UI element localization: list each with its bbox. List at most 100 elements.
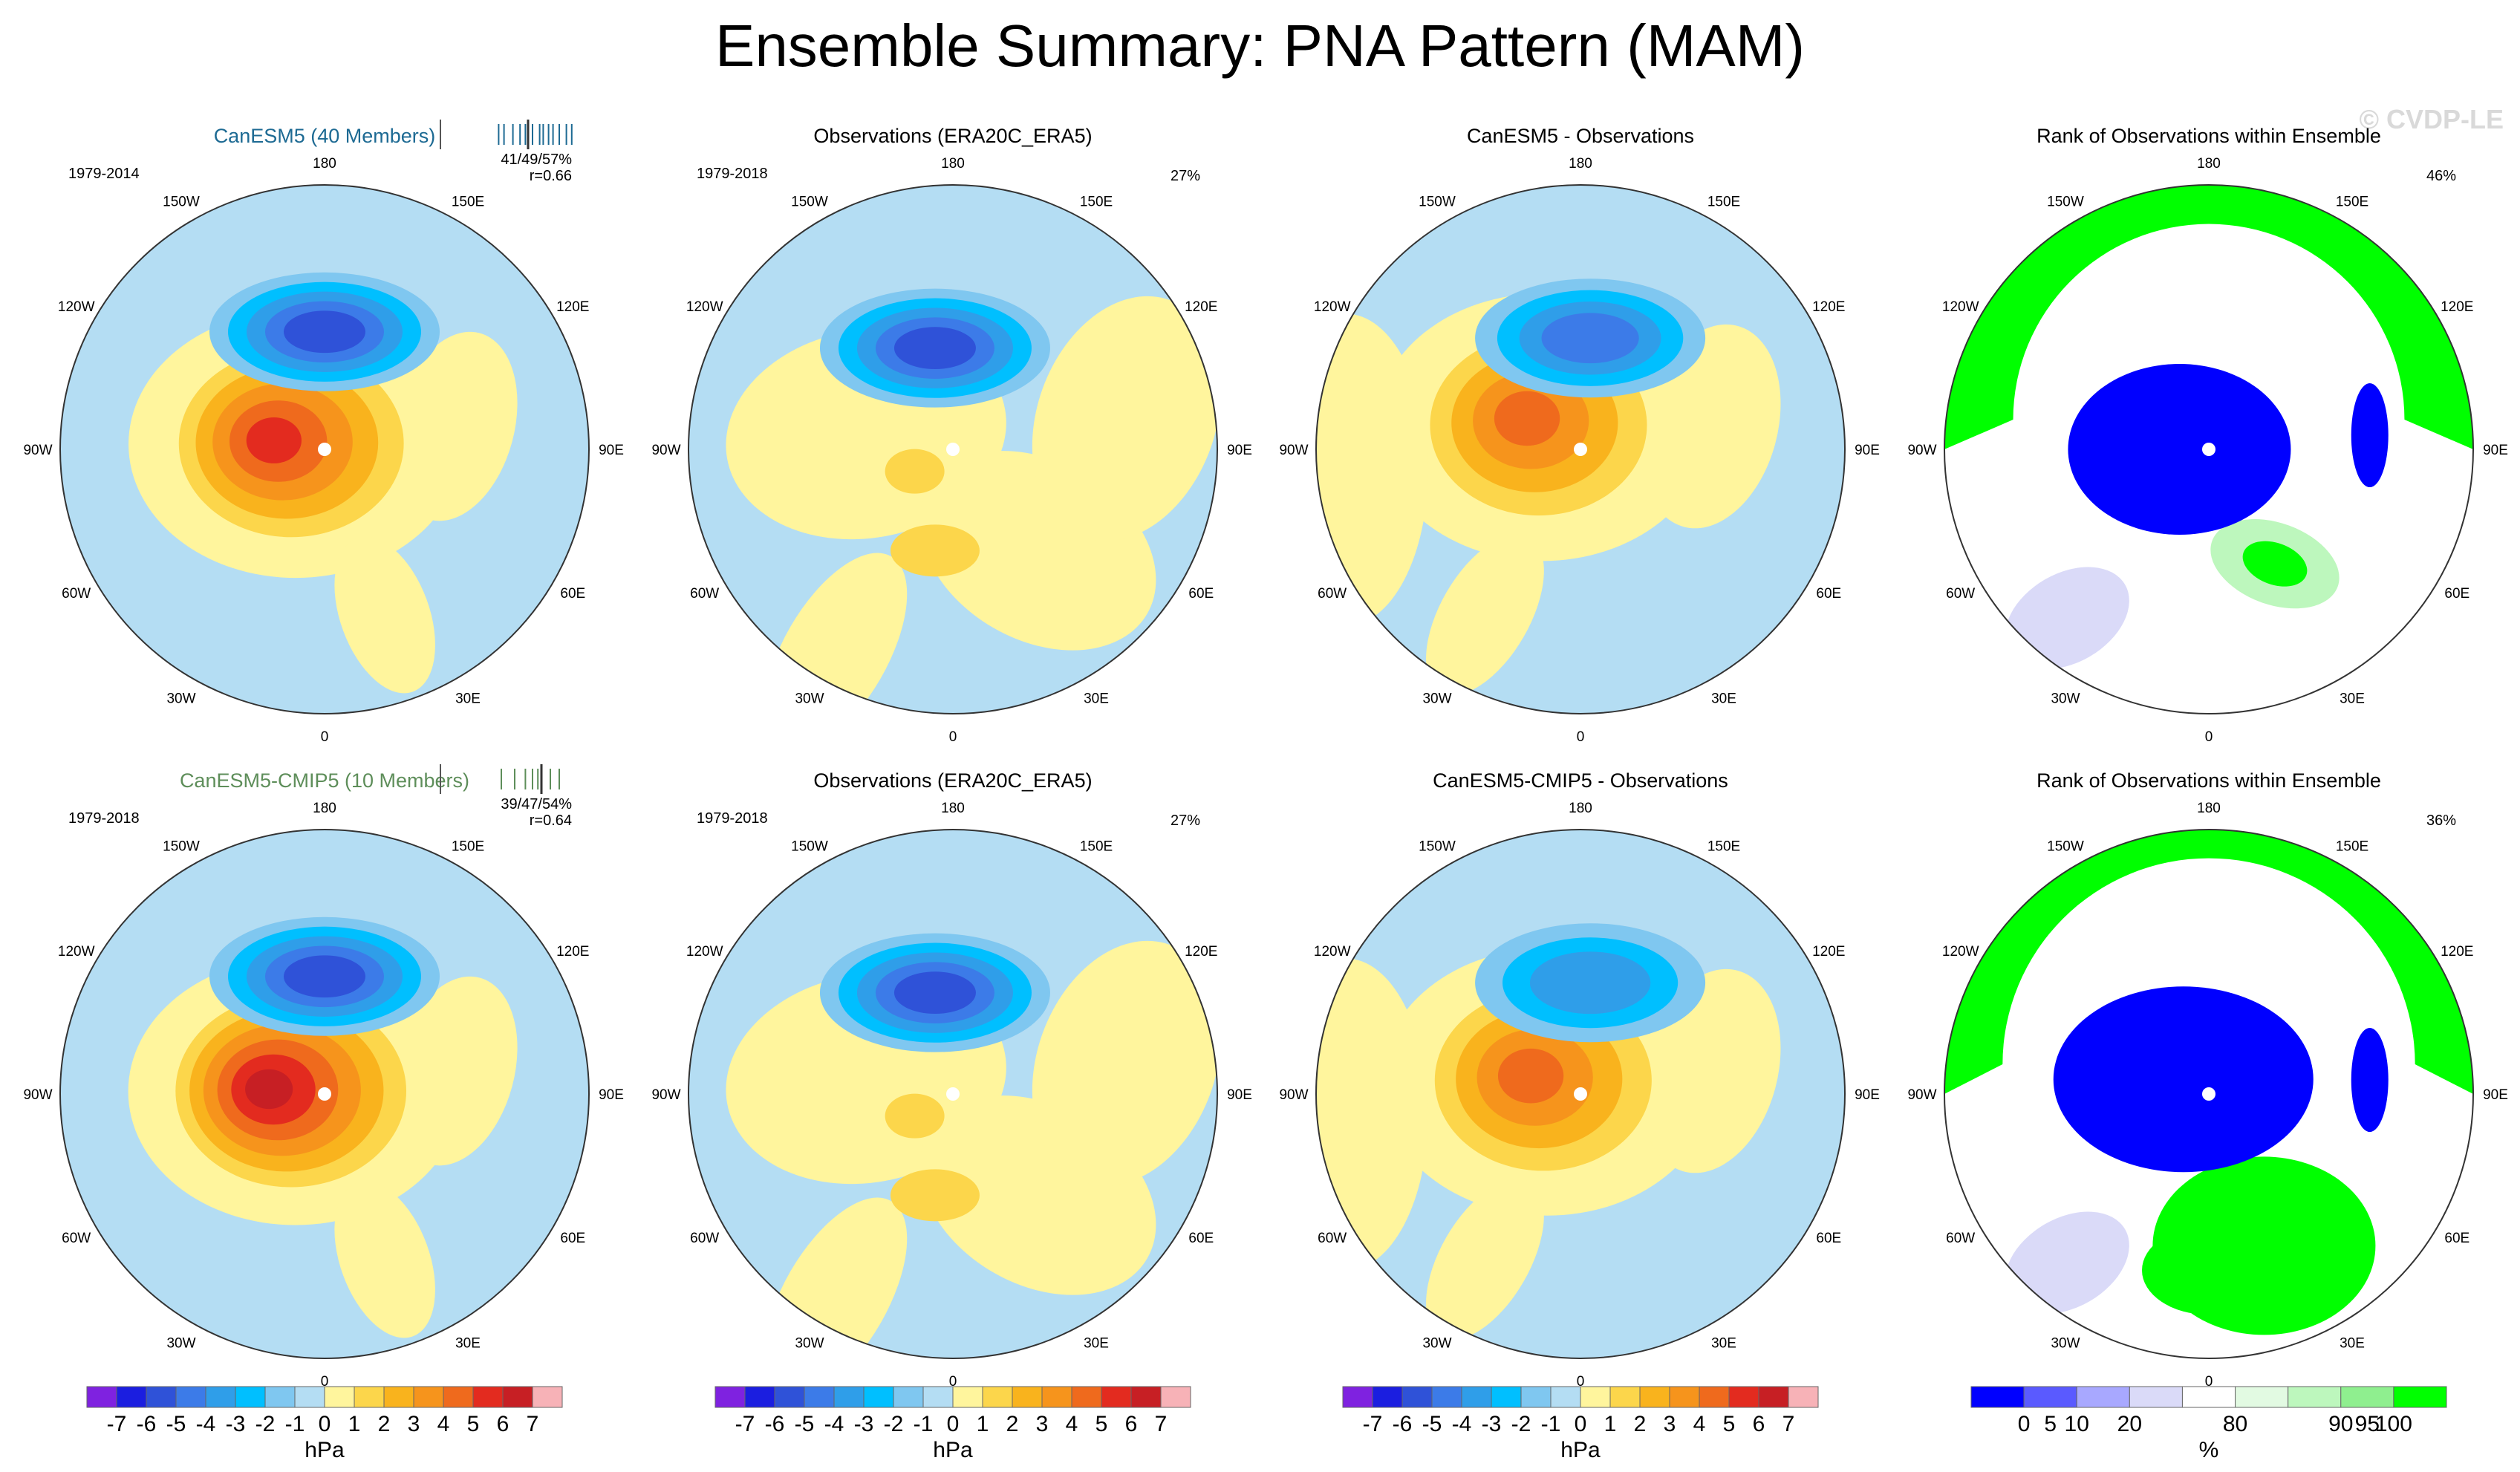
colorbar-swatch xyxy=(1491,1386,1522,1408)
longitude-label: 180 xyxy=(1569,156,1592,172)
colorbar-tick-label: 6 xyxy=(1753,1412,1765,1436)
longitude-label: 150W xyxy=(163,839,200,855)
longitude-label: 30W xyxy=(166,691,195,706)
panel-title: Rank of Observations within Ensemble xyxy=(2036,769,2381,792)
pattern-pct-label: 27% xyxy=(1171,168,1200,184)
longitude-label: 60W xyxy=(1318,1231,1347,1246)
longitude-label: 0 xyxy=(321,1374,329,1390)
longitude-label: 90E xyxy=(2483,1087,2508,1103)
longitude-label: 60W xyxy=(62,586,91,602)
period-label: 1979-2018 xyxy=(68,810,140,827)
longitude-label: 180 xyxy=(313,156,336,172)
longitude-label: 60E xyxy=(1188,586,1214,602)
positive-region xyxy=(1032,940,1217,1186)
colorbar-tick-label: -6 xyxy=(137,1412,157,1436)
longitude-label: 90E xyxy=(1227,1087,1252,1103)
positive-core xyxy=(885,1093,945,1139)
colorbar-tick-label: -3 xyxy=(226,1412,246,1436)
map-outline xyxy=(59,829,590,1359)
longitude-label: 90W xyxy=(651,443,680,458)
longitude-label: 150W xyxy=(163,195,200,210)
colorbar-swatch xyxy=(2023,1386,2077,1408)
map-outline xyxy=(1944,184,2474,714)
longitude-label: 150W xyxy=(791,839,828,855)
colorbar-tick-label: 0 xyxy=(319,1412,331,1436)
colorbar-tick-label: 2 xyxy=(378,1412,391,1436)
map-outline xyxy=(1944,829,2474,1359)
colorbar-swatch xyxy=(1130,1386,1162,1408)
longitude-label: 30E xyxy=(455,691,481,706)
colorbar-swatch xyxy=(1431,1386,1462,1408)
rank-high-band xyxy=(1944,185,2473,449)
pole-marker xyxy=(1574,1087,1587,1101)
longitude-label: 30E xyxy=(455,1335,481,1351)
colorbar-swatch xyxy=(1669,1386,1700,1408)
longitude-label: 150E xyxy=(2336,839,2368,855)
colorbar-tick-label: 10 xyxy=(2065,1412,2089,1436)
longitude-label: 150E xyxy=(452,839,484,855)
panel-title: Rank of Observations within Ensemble xyxy=(2036,125,2381,147)
map-panel-r2c3: 180 150E 120E 90E 60E 30E 0 30W 60W 90W 120W 150W Ca… xyxy=(1279,769,1879,1390)
map-field xyxy=(60,185,589,714)
colorbar-swatch xyxy=(2076,1386,2130,1408)
colorbar-tick-label: 7 xyxy=(1782,1412,1795,1436)
colorbar-tick-label: -3 xyxy=(1482,1412,1502,1436)
longitude-label: 120E xyxy=(556,299,589,315)
colorbar-tick-label: -4 xyxy=(196,1412,216,1436)
pole-marker xyxy=(2202,443,2215,456)
longitude-label: 150E xyxy=(452,195,484,210)
longitude-label: 120W xyxy=(1942,299,1979,315)
longitude-label: 30W xyxy=(795,691,824,706)
colorbar-lb1: -7 -6 -5 -4 -3 -2 -1 0 1 2 3 4 5 6 7 hPa xyxy=(86,1386,563,1462)
colorbar-tick-label: 0 xyxy=(2018,1412,2031,1436)
map-field xyxy=(1316,830,1845,1358)
colorbar-tick-label: 3 xyxy=(1036,1412,1049,1436)
longitude-label: 0 xyxy=(2205,729,2213,745)
colorbar-swatch xyxy=(443,1386,474,1408)
map-panel-r1c2: 180 150E 120E 90E 60E 30E 0 30W 60W 90W 120W 150W Ob… xyxy=(651,125,1251,745)
colorbar-swatch xyxy=(1041,1386,1072,1408)
colorbar-swatch xyxy=(1342,1386,1373,1408)
colorbar-swatch xyxy=(1609,1386,1641,1408)
colorbar-swatch xyxy=(86,1386,117,1408)
longitude-label: 60E xyxy=(1816,586,1841,602)
panel-title: Observations (ERA20C_ERA5) xyxy=(813,769,1092,792)
watermark: © CVDP-LE xyxy=(2359,104,2504,134)
negative-contour xyxy=(893,327,976,370)
colorbar-swatch xyxy=(893,1386,924,1408)
colorbar-swatch xyxy=(1461,1386,1492,1408)
positive-core xyxy=(890,524,980,577)
longitude-label: 120W xyxy=(1314,944,1351,960)
longitude-label: 150W xyxy=(791,195,828,210)
colorbar-tick-label: -1 xyxy=(285,1412,305,1436)
longitude-label: 150E xyxy=(2336,195,2368,210)
longitude-label: 30W xyxy=(1422,1335,1451,1351)
map-panel-r1c1: 180 150E 120E 90E 60E 30E 0 30W 60W 90W 120W 150W Ca… xyxy=(23,120,624,745)
positive-region xyxy=(392,976,518,1166)
longitude-label: 150W xyxy=(1419,195,1456,210)
longitude-label: 120E xyxy=(556,944,589,960)
longitude-label: 60W xyxy=(690,586,719,602)
pole-marker xyxy=(2202,1087,2215,1101)
positive-region xyxy=(1316,958,1428,1271)
longitude-label: 30E xyxy=(1711,691,1736,706)
colorbar-tick-label: -7 xyxy=(1363,1412,1383,1436)
longitude-label: 120E xyxy=(2441,944,2473,960)
longitude-label: 30E xyxy=(1084,691,1109,706)
longitude-label: 120E xyxy=(1812,299,1845,315)
colorbar-swatch xyxy=(116,1386,147,1408)
longitude-label: 30E xyxy=(1084,1335,1109,1351)
colorbar-tick-label: 4 xyxy=(1066,1412,1078,1436)
map-outline xyxy=(688,184,1218,714)
panel-title: CanESM5-CMIP5 (10 Members) xyxy=(180,769,469,792)
longitude-label: 120E xyxy=(1812,944,1845,960)
longitude-label: 60W xyxy=(1318,586,1347,602)
longitude-label: 60E xyxy=(560,586,585,602)
positive-region xyxy=(1032,296,1217,541)
colorbar-tick-label: -7 xyxy=(107,1412,127,1436)
colorbar-tick-label: -6 xyxy=(1393,1412,1413,1436)
map-panel-r2c4: 180 150E 120E 90E 60E 30E 0 30W 60W 90W 120W 150W Ra… xyxy=(1907,769,2507,1390)
longitude-label: 90W xyxy=(1279,443,1308,458)
